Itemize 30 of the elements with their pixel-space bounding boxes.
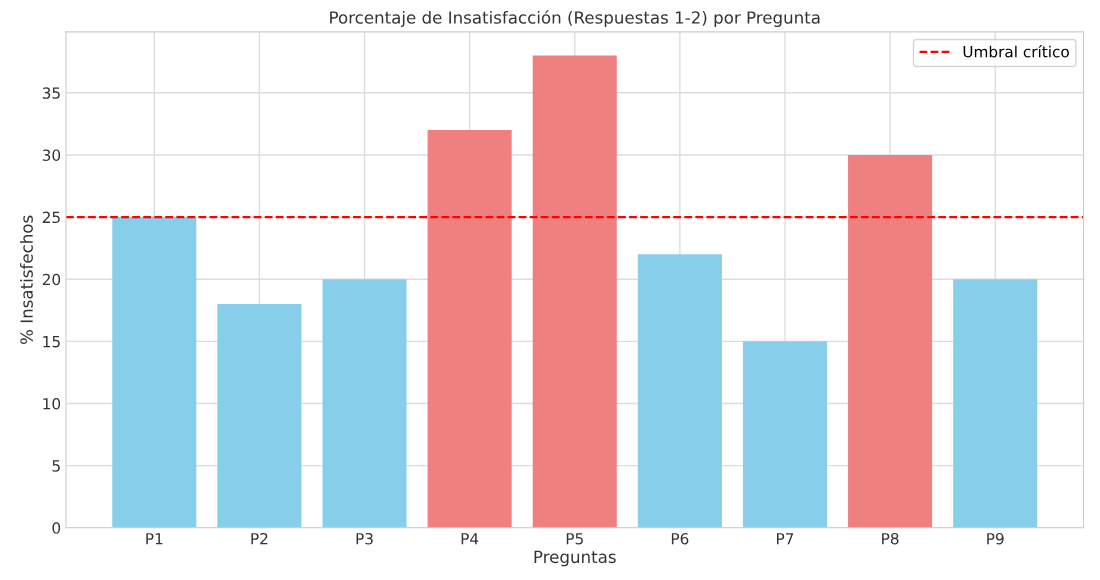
x-tick-label: P1 bbox=[146, 533, 163, 545]
x-tick-label: P2 bbox=[251, 532, 268, 545]
x-tick-label: P7 bbox=[777, 533, 794, 545]
chart-title: Porcentaje de Insatisfacción (Respuestas 1-2) por Pregunta bbox=[330, 10, 820, 28]
y-tick-label: 0 bbox=[52, 522, 61, 534]
bar bbox=[427, 130, 512, 528]
y-tick-label: 15 bbox=[43, 336, 60, 348]
y-tick-label: 35 bbox=[42, 87, 60, 99]
bar bbox=[217, 304, 302, 528]
bar bbox=[953, 279, 1038, 528]
y-tick-label: 25 bbox=[42, 211, 60, 224]
x-tick-label: P8 bbox=[882, 532, 899, 545]
bar bbox=[637, 254, 722, 528]
x-tick-label: P4 bbox=[461, 533, 479, 545]
bar bbox=[742, 341, 828, 528]
legend-label: Umbral crítico bbox=[963, 45, 1069, 58]
y-tick-label: 30 bbox=[42, 149, 61, 161]
x-tick-label: P9 bbox=[987, 532, 1004, 545]
x-tick-label: P3 bbox=[356, 532, 373, 545]
y-tick-label: 20 bbox=[42, 273, 61, 286]
bar bbox=[112, 217, 197, 528]
bar bbox=[848, 154, 933, 528]
y-tick-label: 5 bbox=[52, 460, 60, 472]
x-axis-title: Preguntas bbox=[534, 550, 616, 567]
bar bbox=[322, 279, 407, 528]
y-axis-title: % Insatisfechos bbox=[20, 215, 33, 344]
y-tick-label: 10 bbox=[43, 397, 61, 410]
bar bbox=[532, 55, 617, 528]
x-tick-label: P6 bbox=[671, 532, 689, 545]
x-tick-label: P5 bbox=[566, 533, 583, 545]
